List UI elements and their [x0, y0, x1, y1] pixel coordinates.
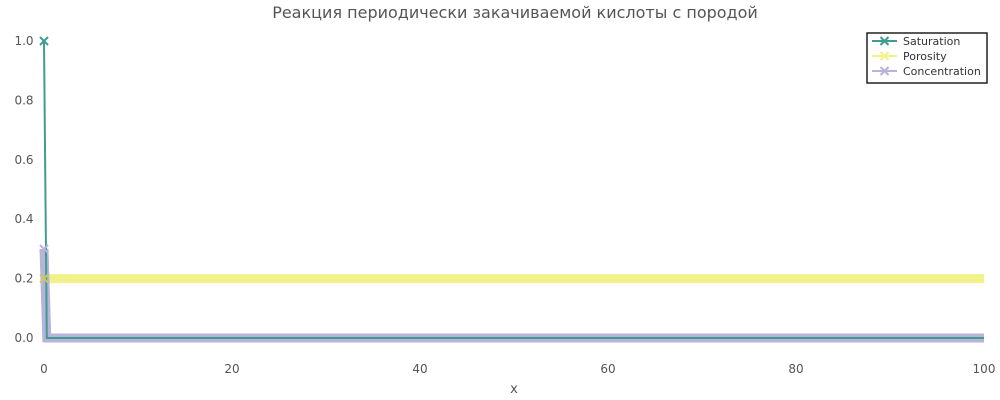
y-tick-label: 0.8	[14, 93, 33, 107]
legend-marker-icon	[879, 66, 890, 76]
x-tick-label: 0	[40, 362, 48, 376]
x-tick-label: 20	[224, 362, 239, 376]
x-tick-label: 60	[600, 362, 615, 376]
x-tick-label: 100	[973, 362, 996, 376]
y-tick-label: 0.2	[14, 272, 33, 286]
series-marker-saturation	[39, 36, 49, 46]
legend-entry: Concentration	[872, 65, 981, 78]
y-tick-label: 0.4	[14, 212, 33, 226]
x-tick-label: 80	[788, 362, 803, 376]
plot-area	[39, 36, 984, 343]
x-tick-label: 40	[412, 362, 427, 376]
y-tick-label: 1.0	[14, 34, 33, 48]
series-line-concentration	[39, 248, 984, 343]
series-marker-porosity	[39, 273, 49, 284]
x-axis: 0 20 40 60 80 100	[40, 362, 995, 376]
legend-marker-icon	[879, 36, 890, 46]
y-axis: 0.0 0.2 0.4 0.6 0.8 1.0	[14, 34, 33, 345]
chart-title: Реакция периодически закачиваемой кислот…	[272, 3, 758, 22]
legend-label: Concentration	[903, 65, 981, 78]
x-axis-label: x	[510, 382, 518, 397]
legend-marker-icon	[879, 51, 890, 61]
series-line-saturation	[43, 40, 984, 339]
legend-entry: Porosity	[872, 50, 947, 63]
y-tick-label: 0.6	[14, 153, 33, 167]
legend-label: Saturation	[903, 35, 960, 48]
legend: Saturation Porosity Concentration	[866, 32, 988, 84]
series-marker-concentration	[39, 244, 49, 254]
y-tick-label: 0.0	[14, 331, 33, 345]
legend-label: Porosity	[903, 50, 947, 63]
legend-entry: Saturation	[872, 35, 960, 48]
